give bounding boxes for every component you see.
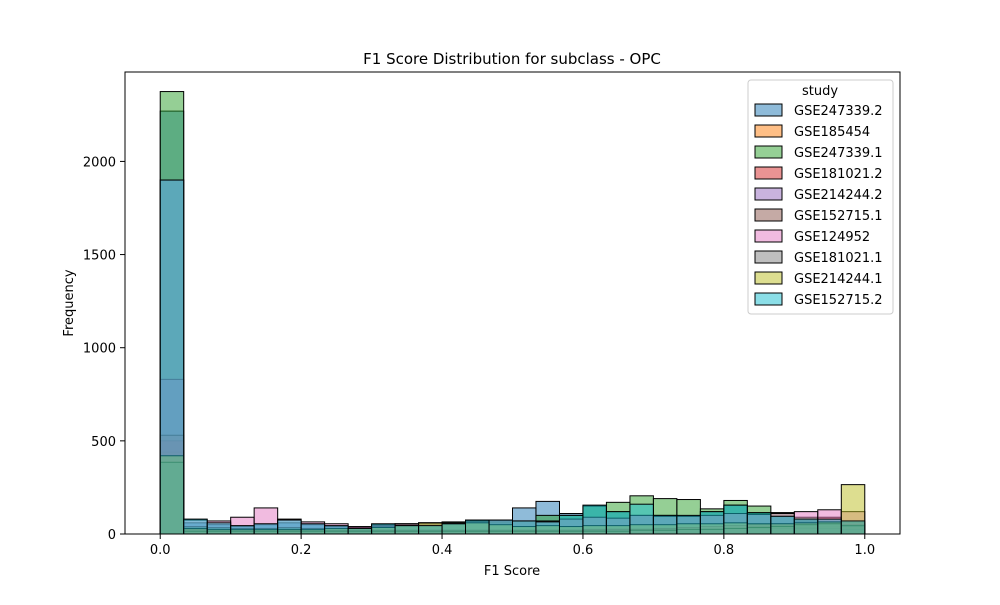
bar-GSE152715.2-bin-9 <box>371 523 396 535</box>
bar-GSE152715.2-bin-22 <box>676 514 701 535</box>
y-tick-label: 0 <box>108 528 116 543</box>
bar-GSE152715.2-bin-11 <box>418 525 443 535</box>
legend-box <box>747 79 894 315</box>
y-axis: 0 500 1000 1500 2000 <box>83 155 125 543</box>
bar-GSE152715.2-bin-29 <box>840 520 866 535</box>
x-tick-label: 0.8 <box>714 543 735 558</box>
bar-GSE152715.2-bin-8 <box>347 527 373 535</box>
y-tick-label: 500 <box>91 435 116 450</box>
legend-label-GSE152715.2: GSE152715.2 <box>794 293 883 308</box>
bar-GSE152715.2-bin-12 <box>441 523 467 535</box>
legend-swatch-GSE214244.2 <box>754 187 783 201</box>
x-tick-label: 1.0 <box>854 543 875 558</box>
bar-GSE152715.2-bin-4 <box>253 523 279 535</box>
bar-GSE152715.2-bin-19 <box>605 511 631 535</box>
legend-swatch-GSE124952 <box>754 229 783 243</box>
legend-label-GSE247339.2: GSE247339.2 <box>794 104 883 119</box>
bar-GSE152715.2-bin-15 <box>512 520 537 535</box>
bar-GSE152715.2-bin-14 <box>488 519 513 535</box>
legend-swatch-GSE214244.1 <box>754 271 783 285</box>
x-tick-label: 0.4 <box>432 543 453 558</box>
chart-title: F1 Score Distribution for subclass - OPC <box>363 50 661 68</box>
legend-label-GSE214244.1: GSE214244.1 <box>794 272 883 287</box>
bar-GSE152715.2-bin-25 <box>746 512 772 535</box>
legend: study GSE247339.2GSE185454GSE247339.1GSE… <box>747 79 894 315</box>
bar-GSE152715.2-bin-1 <box>183 518 208 535</box>
legend-label-GSE181021.2: GSE181021.2 <box>794 167 883 182</box>
legend-label-GSE185454: GSE185454 <box>794 125 870 140</box>
bar-GSE152715.2-bin-27 <box>793 518 819 535</box>
y-tick-label: 2000 <box>83 155 116 170</box>
bar-GSE152715.2-bin-6 <box>300 523 326 535</box>
x-axis-label: F1 Score <box>484 564 540 579</box>
bar-GSE152715.2-bin-13 <box>465 519 490 535</box>
y-tick-label: 1500 <box>83 249 116 264</box>
y-tick-label: 1000 <box>83 342 116 357</box>
y-axis-label: Frequency <box>62 269 77 336</box>
legend-swatch-GSE247339.2 <box>754 103 783 117</box>
legend-swatch-GSE152715.1 <box>754 208 783 222</box>
bar-GSE152715.2-bin-3 <box>230 525 255 535</box>
legend-swatch-GSE152715.2 <box>754 292 783 306</box>
legend-title: study <box>802 84 838 99</box>
bar-GSE152715.2-bin-18 <box>582 504 607 535</box>
bar-GSE152715.2-bin-26 <box>770 515 795 535</box>
legend-swatch-GSE185454 <box>754 124 783 138</box>
bar-GSE152715.2-bin-17 <box>558 514 584 535</box>
legend-swatch-GSE181021.2 <box>754 166 783 180</box>
x-tick-label: 0.2 <box>291 543 312 558</box>
bar-GSE152715.2-bin-28 <box>817 518 842 535</box>
bar-GSE152715.2-bin-16 <box>535 521 560 535</box>
legend-label-GSE152715.1: GSE152715.1 <box>794 209 883 224</box>
legend-items: GSE247339.2 GSE185454 GSE247339.1 GSE181021… <box>754 103 883 308</box>
bar-GSE152715.2-bin-20 <box>629 503 654 535</box>
legend-label-GSE124952: GSE124952 <box>794 230 870 245</box>
legend-swatch-GSE181021.1 <box>754 250 783 264</box>
legend-label-GSE247339.1: GSE247339.1 <box>794 146 883 161</box>
x-tick-label: 0.6 <box>573 543 594 558</box>
bar-GSE152715.2-bin-2 <box>206 522 232 535</box>
legend-label-GSE214244.2: GSE214244.2 <box>794 188 883 203</box>
x-tick-label: 0.0 <box>150 543 171 558</box>
legend-label-GSE181021.1: GSE181021.1 <box>794 251 883 266</box>
legend-swatch-GSE247339.1 <box>754 145 783 159</box>
bar-GSE152715.2-bin-5 <box>277 519 302 535</box>
bar-GSE152715.2-bin-23 <box>699 511 725 535</box>
bar-GSE152715.2-bin-21 <box>652 514 678 535</box>
bar-GSE152715.2-bin-24 <box>723 504 748 535</box>
bar-GSE152715.2-bin-10 <box>394 525 420 535</box>
plot-frame <box>124 71 901 535</box>
bars-layer <box>159 91 866 535</box>
x-axis: 0.0 0.2 0.4 0.6 0.8 1.0 <box>150 534 875 558</box>
bar-GSE152715.2-bin-0 <box>159 179 185 535</box>
bar-GSE152715.2-bin-7 <box>324 525 349 535</box>
